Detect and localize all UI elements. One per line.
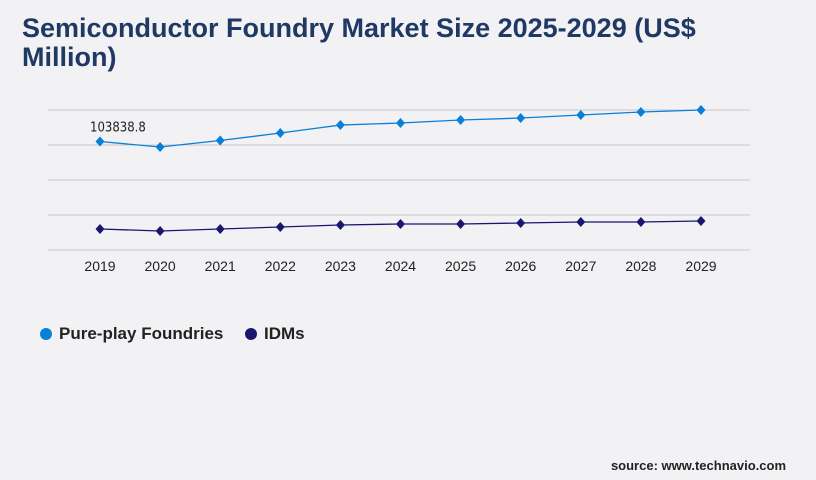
data-point bbox=[576, 217, 586, 227]
chart-title: Semiconductor Foundry Market Size 2025-2… bbox=[22, 13, 696, 72]
legend-label: Pure-play Foundries bbox=[59, 324, 224, 343]
x-tick-label: 2023 bbox=[325, 258, 356, 274]
legend-marker-icon bbox=[245, 328, 257, 340]
data-point bbox=[335, 120, 345, 131]
x-tick-label: 2020 bbox=[145, 258, 176, 274]
data-point bbox=[636, 217, 646, 227]
data-point bbox=[335, 219, 345, 230]
data-point bbox=[456, 115, 466, 126]
legend-label: IDMs bbox=[264, 324, 305, 343]
data-point bbox=[215, 135, 225, 146]
legend-marker-icon bbox=[40, 328, 52, 340]
x-tick-label: 2029 bbox=[685, 258, 716, 274]
x-tick-label: 2024 bbox=[385, 258, 416, 274]
data-point bbox=[696, 216, 706, 227]
data-point bbox=[275, 222, 285, 233]
data-point bbox=[696, 105, 706, 116]
data-point bbox=[215, 224, 225, 234]
data-point bbox=[516, 113, 526, 124]
source-text: source: www.technavio.com bbox=[610, 458, 786, 473]
x-tick-label: 2025 bbox=[445, 258, 476, 274]
x-tick-label: 2028 bbox=[625, 258, 656, 274]
x-tick-label: 2021 bbox=[205, 258, 236, 274]
data-point bbox=[95, 224, 105, 234]
data-point bbox=[456, 219, 466, 230]
data-point bbox=[576, 110, 586, 121]
legend-item-idms: IDMs bbox=[245, 324, 305, 344]
legend-item-pure-play: Pure-play Foundries bbox=[40, 324, 223, 344]
data-label: 103838.8 bbox=[90, 121, 146, 136]
data-point bbox=[95, 136, 105, 147]
series-line bbox=[99, 109, 702, 148]
data-point bbox=[636, 107, 646, 118]
x-tick-label: 2022 bbox=[265, 258, 296, 274]
x-tick-label: 2027 bbox=[565, 258, 596, 274]
data-point bbox=[155, 142, 165, 153]
data-point bbox=[516, 218, 526, 229]
data-point bbox=[396, 219, 405, 230]
data-point bbox=[155, 226, 165, 237]
x-tick-label: 2026 bbox=[505, 258, 536, 274]
data-point bbox=[396, 118, 405, 129]
data-point bbox=[275, 128, 285, 139]
x-tick-label: 2019 bbox=[84, 258, 115, 274]
